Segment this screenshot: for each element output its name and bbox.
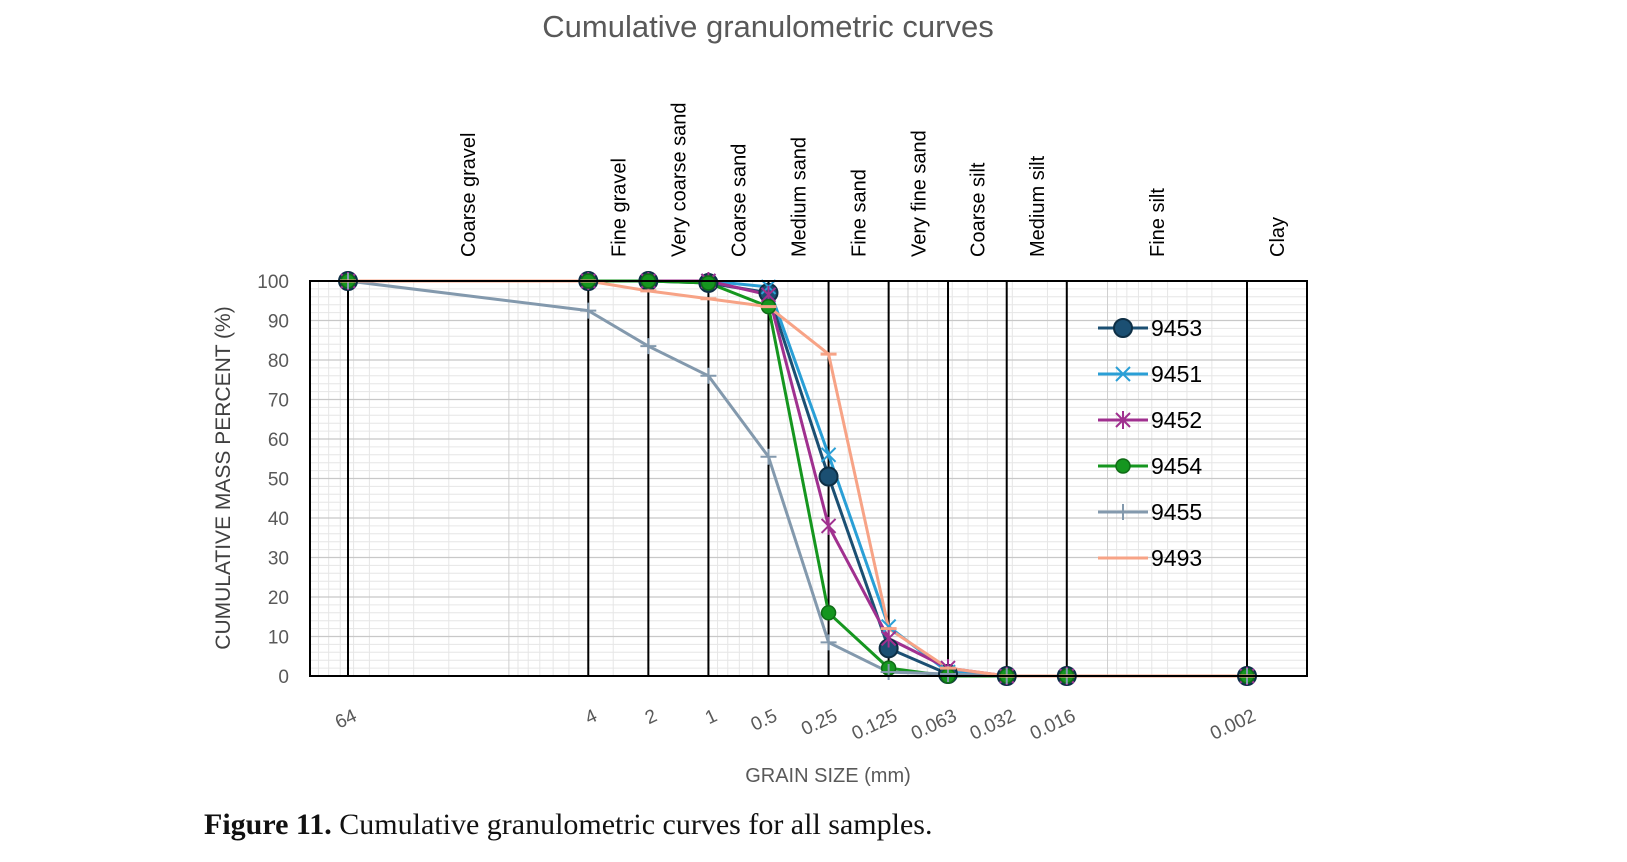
data-point-9454 bbox=[700, 275, 717, 291]
y-tick-label: 80 bbox=[268, 351, 289, 372]
class-labels: Coarse gravel Fine gravel Very coarse sand… bbox=[458, 102, 1289, 257]
x-tick-label: 64 bbox=[332, 705, 360, 733]
legend-label-9454: 9454 bbox=[1151, 453, 1202, 479]
x-axis-label: GRAIN SIZE (mm) bbox=[745, 765, 911, 787]
data-point-9455 bbox=[880, 664, 897, 681]
x-tick-label: 2 bbox=[642, 705, 660, 729]
legend-label-9451: 9451 bbox=[1151, 361, 1202, 387]
class-label: Medium sand bbox=[789, 137, 811, 257]
x-tick-label: 0.25 bbox=[798, 705, 840, 740]
chart-title: Cumulative granulometric curves bbox=[542, 9, 993, 44]
legend-marker-9455 bbox=[1115, 504, 1131, 520]
data-point-9455 bbox=[820, 634, 837, 651]
x-tick-label: 0.125 bbox=[849, 705, 901, 744]
legend-label-9452: 9452 bbox=[1151, 407, 1202, 433]
class-label: Clay bbox=[1267, 217, 1289, 257]
legend-marker-9451 bbox=[1115, 366, 1131, 382]
y-tick-label: 40 bbox=[268, 509, 289, 530]
x-tick-label: 0.063 bbox=[908, 705, 960, 744]
y-tick-label: 100 bbox=[257, 272, 289, 293]
class-label: Fine gravel bbox=[608, 158, 630, 257]
y-tick-label: 30 bbox=[268, 549, 289, 570]
class-label: Very coarse sand bbox=[668, 102, 690, 257]
y-axis-label: CUMULATIVE MASS PERCENT (%) bbox=[212, 306, 235, 649]
y-tick-label: 50 bbox=[268, 470, 289, 491]
legend-label-9493: 9493 bbox=[1151, 545, 1202, 571]
class-boundary-lines bbox=[347, 281, 1248, 676]
data-point-9451 bbox=[880, 618, 897, 635]
legend-label-9453: 9453 bbox=[1151, 315, 1202, 341]
class-label: Fine sand bbox=[849, 169, 871, 257]
class-label: Coarse sand bbox=[728, 144, 750, 257]
x-tick-label: 0.5 bbox=[748, 705, 781, 735]
plot-frame bbox=[309, 280, 1308, 677]
class-label: Very fine sand bbox=[908, 130, 930, 257]
legend: 9453 9451 9452 9454 9455 9493 bbox=[1098, 315, 1202, 571]
y-tick-label: 70 bbox=[268, 391, 289, 412]
class-label: Coarse silt bbox=[967, 162, 989, 257]
class-label: Coarse gravel bbox=[458, 132, 480, 257]
x-tick-label: 0.002 bbox=[1207, 705, 1259, 744]
y-tick-label: 0 bbox=[278, 667, 289, 688]
legend-marker-9454 bbox=[1115, 458, 1131, 474]
data-point-9455 bbox=[640, 338, 657, 355]
x-tick-labels: 64 4 2 1 0.5 0.25 0.125 0.063 0.032 0.016 0.002 bbox=[332, 705, 1259, 744]
y-tick-labels: 0 10 20 30 40 50 60 70 80 90 100 bbox=[257, 272, 289, 688]
data-point-9455 bbox=[700, 367, 717, 384]
caption-text: Cumulative granulometric curves for all … bbox=[339, 808, 933, 841]
legend-marker-9452 bbox=[1115, 411, 1131, 429]
data-point-9454 bbox=[820, 605, 837, 621]
data-point-9452 bbox=[820, 516, 837, 535]
data-point-9453 bbox=[818, 466, 839, 487]
class-label: Fine silt bbox=[1147, 188, 1169, 257]
y-tick-label: 10 bbox=[268, 628, 289, 649]
legend-marker-9453 bbox=[1113, 318, 1133, 338]
figure-caption: Figure 11. Cumulative granulometric curv… bbox=[204, 808, 932, 842]
x-tick-label: 0.032 bbox=[967, 705, 1019, 744]
legend-label-9455: 9455 bbox=[1151, 499, 1202, 525]
y-tick-label: 60 bbox=[268, 430, 289, 451]
x-tick-label: 1 bbox=[702, 705, 720, 729]
data-point-9451 bbox=[820, 447, 837, 463]
x-tick-label: 4 bbox=[582, 705, 601, 729]
data-point-9452 bbox=[880, 629, 897, 648]
data-point-9455 bbox=[760, 448, 777, 465]
y-tick-label: 20 bbox=[268, 588, 289, 609]
x-tick-label: 0.016 bbox=[1027, 705, 1079, 744]
caption-label: Figure 11. bbox=[204, 808, 332, 841]
data-point-9455 bbox=[580, 302, 597, 319]
y-tick-label: 90 bbox=[268, 312, 289, 333]
class-label: Medium silt bbox=[1027, 155, 1049, 257]
